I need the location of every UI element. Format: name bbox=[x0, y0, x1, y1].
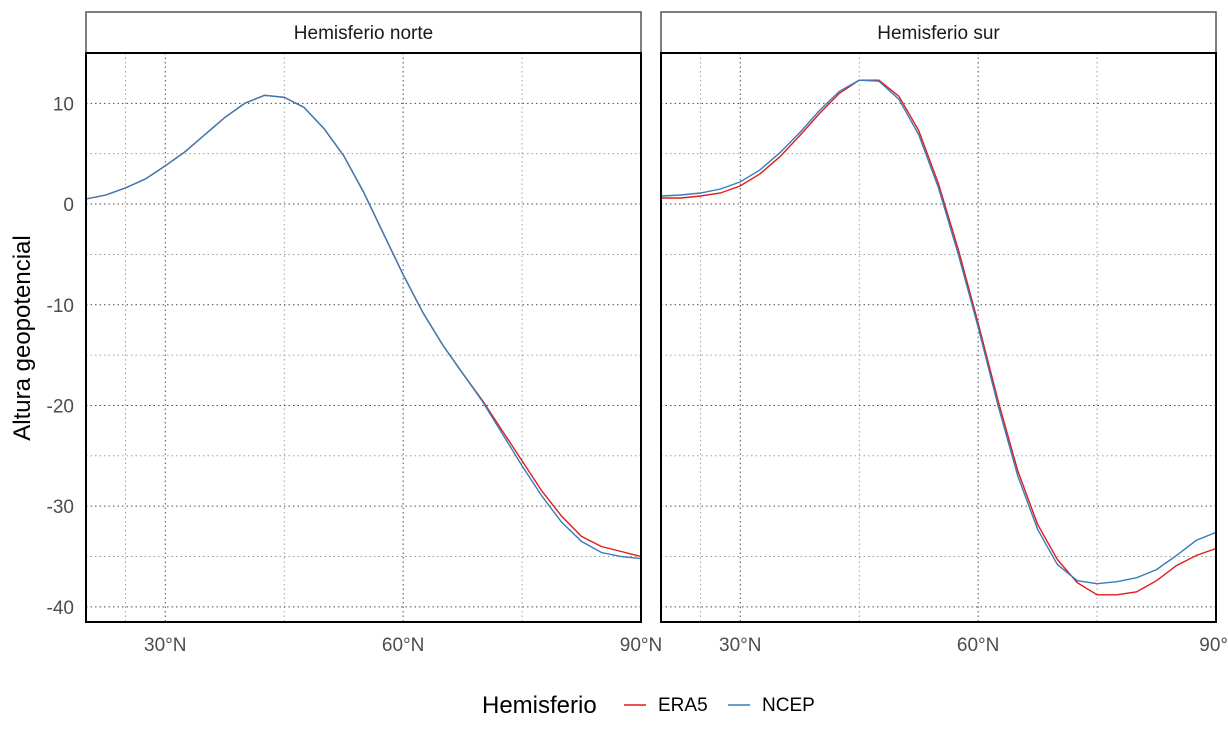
panel-border bbox=[660, 52, 1217, 623]
facet-panel: Hemisferio sur 30°N 60°N 90° bbox=[660, 11, 1228, 656]
legend-label-era5: ERA5 bbox=[658, 695, 708, 716]
x-tick-label: 30°N bbox=[144, 635, 186, 656]
series-line-ncep bbox=[660, 79, 1217, 585]
facet-title: Hemisferio norte bbox=[294, 23, 433, 44]
x-tick-label: 90°N bbox=[620, 635, 662, 656]
facet-title: Hemisferio sur bbox=[877, 23, 1000, 44]
legend-title: Hemisferio bbox=[482, 692, 597, 719]
x-tick-label: 60°N bbox=[382, 635, 424, 656]
y-axis: 10 0 -10 -20 -30 -40 bbox=[47, 94, 74, 619]
panel-border bbox=[85, 52, 642, 623]
facet-strip bbox=[85, 11, 642, 54]
series-line-ncep bbox=[85, 94, 642, 560]
y-tick-label: -40 bbox=[47, 598, 74, 619]
series-line-era5 bbox=[85, 94, 642, 558]
x-tick-label: 30°N bbox=[719, 635, 761, 656]
y-tick-label: -30 bbox=[47, 497, 74, 518]
legend: Hemisferio ERA5 NCEP bbox=[482, 692, 815, 719]
y-tick-label: 0 bbox=[63, 195, 74, 216]
x-tick-label: 90° bbox=[1199, 635, 1228, 656]
y-tick-label: -10 bbox=[47, 296, 74, 317]
x-tick-label: 60°N bbox=[957, 635, 999, 656]
y-tick-label: -20 bbox=[47, 396, 74, 417]
legend-label-ncep: NCEP bbox=[762, 695, 815, 716]
facet-panel: Hemisferio norte 30°N 60°N 90°N bbox=[85, 11, 662, 656]
series-line-era5 bbox=[661, 79, 1217, 596]
y-tick-label: 10 bbox=[53, 94, 74, 115]
y-axis-label: Altura geopotencial bbox=[9, 235, 36, 440]
